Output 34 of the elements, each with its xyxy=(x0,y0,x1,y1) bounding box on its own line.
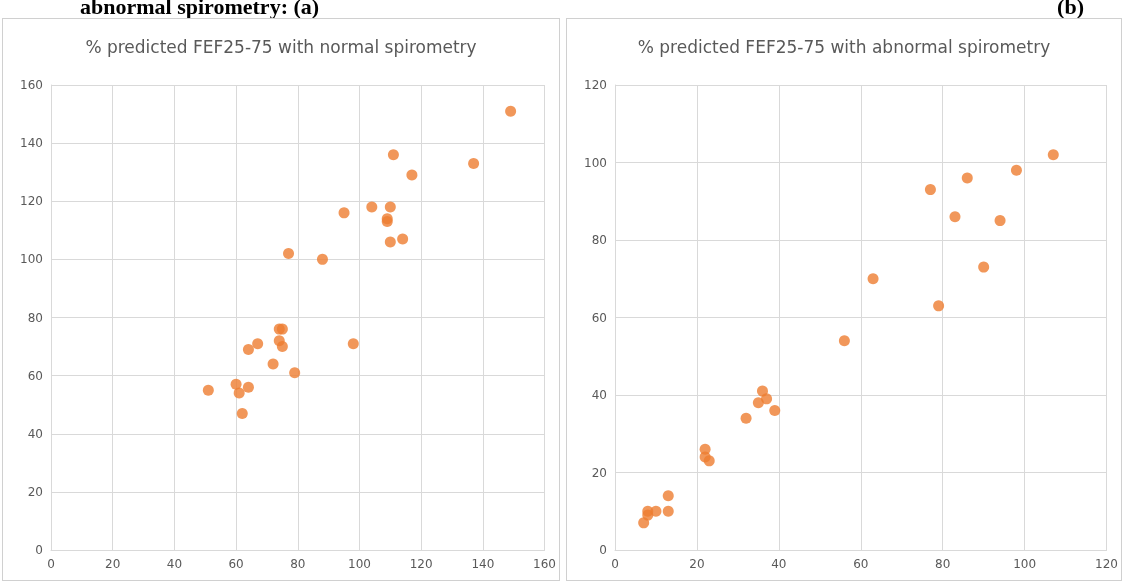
y-tick-label: 120 xyxy=(20,194,43,209)
y-tick-label: 40 xyxy=(27,426,43,441)
y-tick-label: 100 xyxy=(20,252,43,267)
x-tick-label: 40 xyxy=(166,557,183,571)
x-tick-label: 100 xyxy=(348,557,371,571)
y-tick-label: 0 xyxy=(35,543,43,557)
x-tick-label: 20 xyxy=(689,557,705,571)
y-tick-label: 40 xyxy=(591,388,607,402)
x-tick-label: 60 xyxy=(228,557,244,571)
x-tick-label: 80 xyxy=(290,557,306,571)
y-tick-label: 120 xyxy=(584,78,607,92)
y-tick-label: 80 xyxy=(591,233,607,247)
x-tick-label: 120 xyxy=(409,557,433,571)
y-tick-label: 0 xyxy=(599,543,607,557)
y-tick-label: 140 xyxy=(20,136,43,151)
y-tick-label: 80 xyxy=(27,310,43,325)
y-tick-label: 160 xyxy=(20,78,43,92)
x-tick-label: 160 xyxy=(533,557,556,571)
chart-title: % predicted FEF25-75 with normal spirometry xyxy=(85,36,477,57)
x-tick-label: 100 xyxy=(1013,557,1037,571)
y-tick-label: 20 xyxy=(591,465,607,480)
x-tick-label: 140 xyxy=(471,557,495,571)
y-tick-label: 100 xyxy=(584,155,607,170)
x-tick-label: 20 xyxy=(105,557,121,571)
chart-title: % predicted FEF25-75 with abnormal spirometry xyxy=(637,36,1051,57)
x-tick-label: 40 xyxy=(771,557,787,571)
x-tick-label: 80 xyxy=(935,557,951,571)
x-tick-label: 0 xyxy=(611,557,619,571)
x-tick-label: 120 xyxy=(1095,557,1118,571)
y-tick-label: 20 xyxy=(27,484,43,499)
x-tick-label: 60 xyxy=(853,557,869,571)
y-tick-label: 60 xyxy=(591,310,607,325)
y-tick-label: 60 xyxy=(27,368,43,383)
x-tick-label: 0 xyxy=(47,557,55,571)
